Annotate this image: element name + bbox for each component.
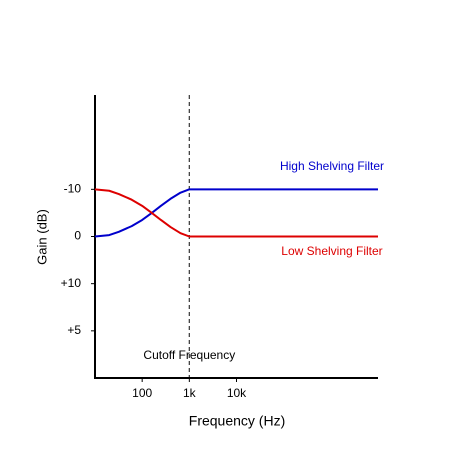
cutoff-label: Cutoff Frequency [143, 348, 235, 362]
series-label: High Shelving Filter [280, 159, 384, 173]
x-tick-label: 1k [183, 386, 197, 400]
series-label: Low Shelving Filter [281, 244, 382, 258]
series-line [94, 188, 378, 238]
y-tick-label: -10 [64, 182, 82, 196]
y-axis-label: Gain (dB) [34, 209, 49, 265]
y-tick-label: 0 [74, 229, 81, 243]
x-tick-label: 10k [227, 386, 247, 400]
y-tick-label: +5 [67, 323, 81, 337]
series-line [94, 188, 378, 238]
y-tick-label: +10 [61, 276, 82, 290]
x-tick-label: 100 [132, 386, 152, 400]
x-axis-label: Frequency (Hz) [189, 413, 285, 429]
